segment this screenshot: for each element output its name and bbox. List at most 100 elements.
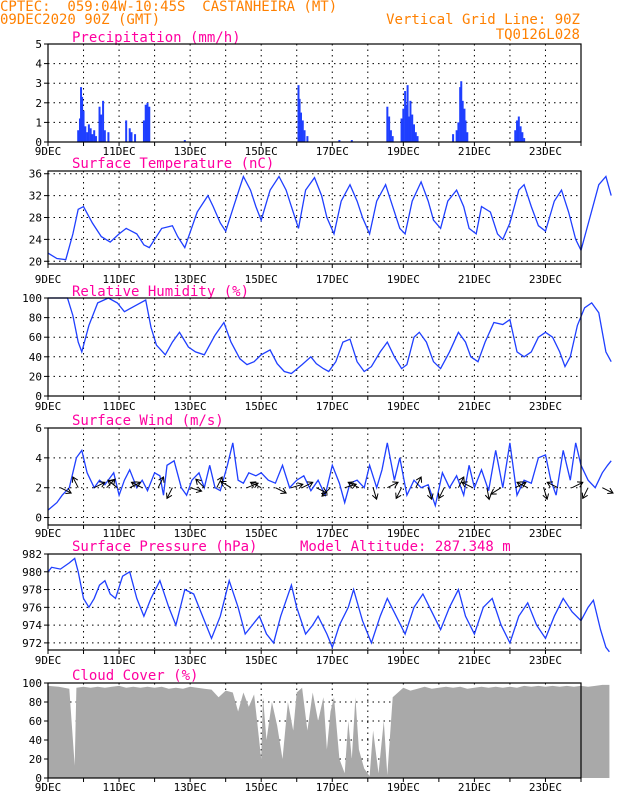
wind-vector: [107, 479, 118, 489]
precipitation-panel: Precipitation (mm/h) 0 1 2 3 4 5 9DEC 11DEC 13DE…: [35, 30, 582, 158]
y-tick-label: 1: [35, 116, 42, 129]
temperature-panel: Surface Temperature (nC) 20 24 28 32 36 9DEC 1…: [29, 156, 612, 286]
y-tick-label: 32: [29, 190, 42, 203]
y-tick-label: 20: [29, 255, 42, 268]
x-tick-label: 19DEC: [387, 400, 420, 413]
wind-vector: [291, 482, 304, 489]
wind-vector: [395, 487, 403, 500]
precip-bar: [89, 128, 92, 142]
x-tick-label: 23DEC: [529, 527, 562, 540]
wind-vector: [581, 487, 589, 500]
wind-vector: [216, 476, 224, 488]
x-tick-label: 23DEC: [529, 400, 562, 413]
y-tick-label: 978: [22, 584, 42, 597]
wind-vector: [195, 478, 205, 489]
precip-bar: [519, 126, 522, 142]
x-tick-label: 11DEC: [103, 145, 136, 158]
cloud-cover-panel: Cloud Cover (%) 0 20 40 60 80 100 9DEC 11DEC 13D…: [22, 668, 610, 794]
y-tick-label: 4: [35, 58, 42, 71]
precip-bar: [452, 134, 455, 142]
wind-vector: [415, 476, 423, 488]
series-line: [48, 297, 612, 375]
precip-bar: [301, 120, 304, 142]
wind-vector: [457, 476, 465, 488]
y-tick-label: 980: [22, 566, 42, 579]
precip-bar: [93, 130, 96, 142]
precip-bar: [464, 120, 467, 142]
panel-title: Relative Humidity (%): [72, 284, 249, 300]
x-tick-label: 21DEC: [458, 781, 491, 794]
wind-vector: [275, 487, 288, 495]
wind-panel: Surface Wind (m/s) 0 2 4 6 9DEC 11DEC 13DEC 15D…: [35, 413, 614, 540]
y-tick-label: 20: [29, 370, 42, 383]
x-tick-label: 21DEC: [458, 400, 491, 413]
series-line: [47, 442, 612, 511]
precip-bar: [455, 130, 458, 142]
x-tick-label: 17DEC: [316, 400, 349, 413]
precip-bar: [78, 118, 81, 142]
x-tick-label: 19DEC: [387, 781, 420, 794]
precip-bar: [411, 114, 414, 142]
model-code: TQ0126L028: [495, 27, 580, 43]
precip-bar: [461, 100, 464, 142]
y-tick-label: 40: [29, 734, 42, 747]
x-tick-label: 15DEC: [245, 781, 278, 794]
precip-bar: [183, 140, 186, 142]
precip-bar: [142, 120, 145, 142]
precip-bar: [400, 118, 403, 142]
precip-bar: [463, 108, 466, 142]
precip-bar: [91, 134, 94, 142]
precip-bar: [298, 98, 301, 142]
x-tick-label: 13DEC: [174, 145, 207, 158]
precip-bar: [391, 136, 394, 142]
x-tick-label: 13DEC: [174, 400, 207, 413]
precip-bar: [303, 130, 306, 142]
wind-vector: [490, 487, 502, 495]
panel-frame: [47, 427, 582, 526]
wind-vector: [437, 487, 445, 500]
y-tick-label: 0: [35, 772, 42, 785]
y-tick-label: 60: [29, 331, 42, 344]
x-tick-label: 13DEC: [174, 527, 207, 540]
y-tick-label: 976: [22, 601, 42, 614]
x-tick-label: 15DEC: [245, 654, 278, 667]
wind-vector: [219, 481, 232, 489]
precip-bar: [306, 136, 309, 142]
y-tick-label: 60: [29, 715, 42, 728]
x-tick-label: 23DEC: [529, 654, 562, 667]
wind-vector: [371, 487, 379, 501]
precip-bar: [94, 136, 97, 142]
wind-vector: [71, 476, 79, 488]
precip-bar: [414, 132, 417, 142]
wind-vector: [484, 487, 492, 501]
wind-vector: [189, 486, 203, 494]
precip-bar: [459, 87, 462, 142]
panel-title: Surface Temperature (nC): [72, 156, 274, 172]
x-tick-label: 15DEC: [245, 273, 278, 286]
precip-bar: [402, 108, 405, 142]
y-tick-label: 5: [35, 38, 42, 51]
model-altitude: Model Altitude: 287.348 m: [300, 539, 511, 555]
x-tick-label: 17DEC: [316, 654, 349, 667]
x-tick-label: 21DEC: [458, 527, 491, 540]
x-tick-label: 9DEC: [35, 273, 62, 286]
x-tick-label: 13DEC: [174, 654, 207, 667]
x-tick-label: 9DEC: [35, 527, 62, 540]
vertical-grid-label: Vertical Grid Line: 90Z: [386, 12, 580, 28]
y-tick-label: 80: [29, 312, 42, 325]
precip-bar: [389, 130, 392, 142]
precip-bar: [77, 130, 80, 142]
wind-vector: [461, 481, 473, 489]
precip-bar: [405, 104, 408, 142]
x-tick-label: 9DEC: [35, 145, 62, 158]
y-tick-label: 974: [22, 619, 42, 632]
wind-vector: [130, 481, 143, 489]
panel-frame: [47, 682, 582, 779]
precip-bar: [86, 132, 89, 142]
precip-bar: [125, 120, 128, 142]
y-tick-label: 20: [29, 753, 42, 766]
precip-bar: [128, 128, 131, 142]
precip-bar: [103, 130, 106, 142]
y-tick-label: 0: [35, 390, 42, 403]
